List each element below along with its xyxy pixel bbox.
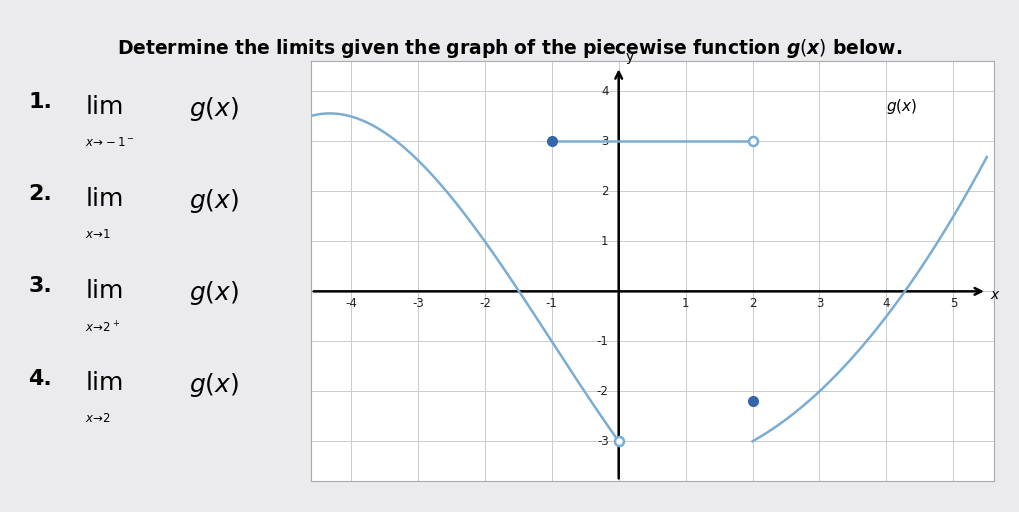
Text: $x\!\to\!2$: $x\!\to\!2$ [85,412,111,425]
Text: 4.: 4. [29,369,52,389]
Text: $\mathbf{Determine\ the\ limits\ given\ the\ graph\ of\ the\ piecewise\ function: $\mathbf{Determine\ the\ limits\ given\ … [117,37,902,60]
Text: 3: 3 [816,297,823,310]
Text: $\lim$: $\lim$ [85,279,122,303]
Text: $g(x)$: $g(x)$ [189,187,238,215]
Text: 1: 1 [682,297,690,310]
Text: -2: -2 [597,385,608,398]
Text: $\lim$: $\lim$ [85,95,122,119]
Text: $g(x)$: $g(x)$ [189,371,238,399]
Text: x: x [990,288,999,303]
Text: $x\!\to\!2^+$: $x\!\to\!2^+$ [85,320,119,335]
Text: -1: -1 [597,335,608,348]
Text: $g(x)$: $g(x)$ [887,97,918,116]
Text: 2: 2 [749,297,756,310]
Text: 3: 3 [601,135,608,148]
Text: 2.: 2. [29,184,52,204]
Text: -1: -1 [546,297,557,310]
Text: 5: 5 [950,297,957,310]
Text: -3: -3 [597,435,608,448]
Text: -4: -4 [345,297,357,310]
Text: 4: 4 [601,85,608,98]
Text: $g(x)$: $g(x)$ [189,279,238,307]
Text: -2: -2 [479,297,491,310]
Text: 4: 4 [882,297,891,310]
Text: $x\!\to\!1$: $x\!\to\!1$ [85,228,111,241]
Text: -3: -3 [412,297,424,310]
Text: $g(x)$: $g(x)$ [189,95,238,123]
Text: y: y [626,50,634,64]
Text: $\lim$: $\lim$ [85,187,122,211]
Text: $\lim$: $\lim$ [85,371,122,395]
Text: 2: 2 [601,185,608,198]
Text: $x\!\to\!-1^-$: $x\!\to\!-1^-$ [85,136,135,148]
Text: 1: 1 [601,235,608,248]
Text: 3.: 3. [29,276,52,296]
Text: 1.: 1. [29,92,52,112]
